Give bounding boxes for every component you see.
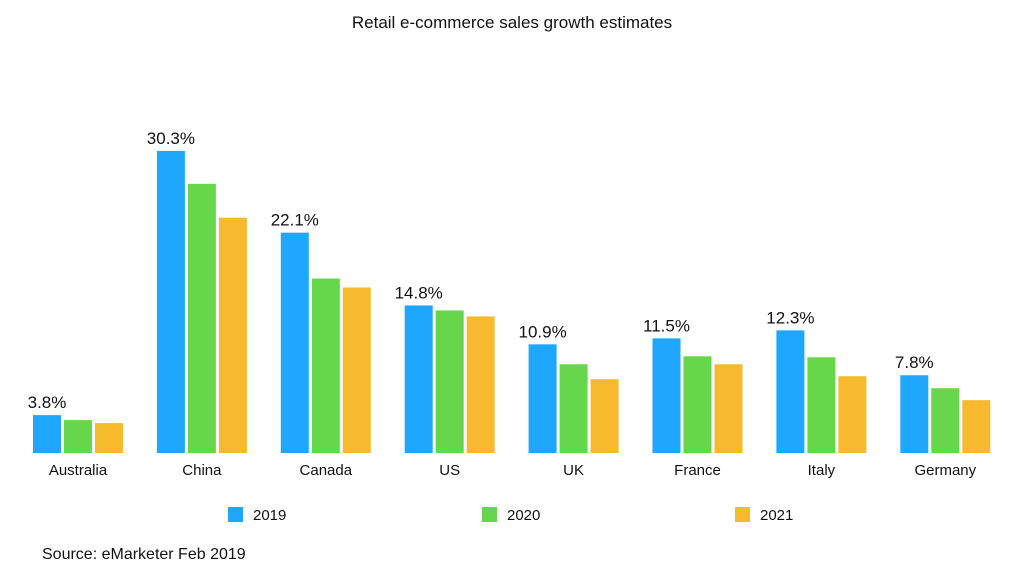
bar-uk-2020 (559, 364, 588, 453)
data-label: 22.1% (271, 211, 319, 230)
bar-france-2019 (652, 338, 681, 453)
bar-france-2020 (683, 356, 712, 453)
data-label: 14.8% (395, 283, 443, 302)
bar-germany-2020 (931, 388, 960, 453)
bar-france-2021 (714, 364, 743, 453)
bar-germany-2019 (900, 375, 929, 453)
bar-australia-2021 (95, 423, 123, 453)
bar-china-2021 (218, 217, 247, 453)
bar-italy-2021 (838, 376, 867, 453)
legend-swatch-2019 (228, 507, 243, 522)
bar-italy-2020 (807, 357, 836, 453)
bar-canada-2021 (342, 287, 371, 453)
x-tick-label: Canada (300, 462, 353, 479)
x-tick-label: Italy (808, 462, 836, 479)
bar-us-2020 (435, 310, 464, 453)
data-label: 11.5% (643, 316, 690, 335)
bar-australia-2019 (33, 415, 61, 453)
bar-china-2020 (187, 183, 216, 453)
bar-italy-2019 (776, 330, 805, 453)
legend-label: 2020 (507, 507, 540, 524)
bar-germany-2021 (962, 400, 991, 453)
legend-swatch-2021 (735, 507, 750, 522)
data-label: 3.8% (28, 393, 67, 412)
bar-us-2019 (404, 305, 433, 453)
bar-china-2019 (156, 150, 185, 453)
x-tick-label: Germany (914, 462, 976, 479)
legend-label: 2019 (253, 507, 286, 524)
x-tick-label: China (182, 462, 222, 479)
bar-us-2021 (466, 316, 495, 453)
data-label: 7.8% (895, 353, 934, 372)
x-tick-label: UK (563, 462, 584, 479)
data-label: 10.9% (518, 322, 566, 341)
labels: 3.8% Australia 30.3% China 22.1% Canada 14.8% U… (28, 129, 977, 479)
legend-label: 2021 (760, 507, 793, 524)
bars (33, 150, 991, 453)
bar-canada-2019 (280, 232, 309, 453)
bar-uk-2019 (528, 344, 557, 453)
chart-title: Retail e-commerce sales growth estimates (352, 13, 672, 32)
data-label: 12.3% (766, 308, 814, 327)
x-tick-label: Australia (49, 462, 108, 479)
legend: 2019 2020 2021 (228, 507, 793, 524)
x-tick-label: France (674, 462, 721, 479)
x-tick-label: US (439, 462, 460, 479)
bar-uk-2021 (590, 379, 619, 453)
source-note: Source: eMarketer Feb 2019 (42, 546, 246, 563)
bar-canada-2020 (311, 278, 340, 453)
bar-australia-2020 (64, 420, 92, 453)
data-label: 30.3% (147, 129, 195, 148)
legend-swatch-2020 (482, 507, 497, 522)
